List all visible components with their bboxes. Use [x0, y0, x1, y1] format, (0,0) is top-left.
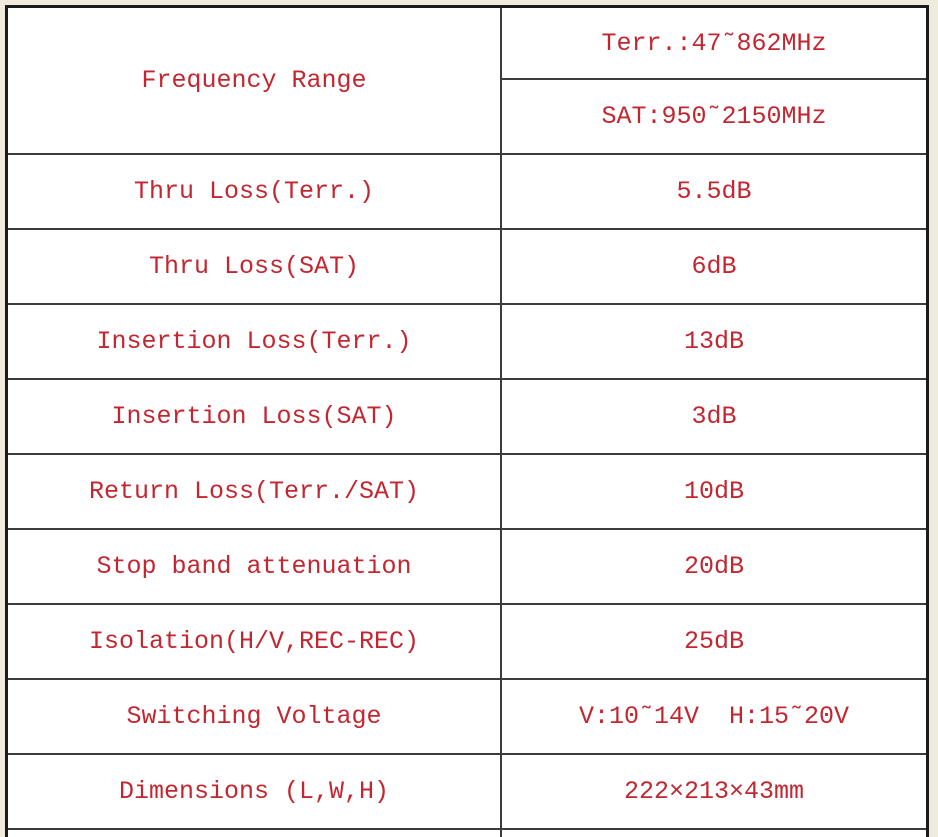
spec-label-cell: Thru Loss(Terr.): [133, 177, 375, 206]
spec-value-cell: 3dB: [500, 380, 926, 453]
spec-value-cell: 6dB: [500, 230, 926, 303]
spec-row-stop-band-attenuation: Stop band attenuation 20dB: [8, 530, 926, 605]
spec-row-insertion-loss-sat: Insertion Loss(SAT) 3dB: [8, 380, 926, 455]
spec-row-return-loss: Return Loss(Terr./SAT) 10dB: [8, 455, 926, 530]
spec-value-cell: 13dB: [500, 305, 926, 378]
spec-value-cell: 10dB: [500, 455, 926, 528]
spec-label-cell-empty: [8, 830, 500, 837]
spec-value-cell: 5.5dB: [500, 155, 926, 228]
spec-value-cell-terrestrial: Terr.:47˜862MHz: [500, 8, 926, 80]
spec-row-partial-cutoff: [8, 830, 926, 837]
spec-label-cell: Switching Voltage: [126, 702, 382, 731]
spec-label-cell: Insertion Loss(SAT): [111, 402, 397, 431]
spec-row-frequency-range: Frequency Range Terr.:47˜862MHz SAT:950˜…: [8, 8, 926, 155]
spec-label-cell: Return Loss(Terr./SAT): [88, 477, 420, 506]
spec-value-cell: 20dB: [500, 530, 926, 603]
spec-row-isolation: Isolation(H/V,REC-REC) 25dB: [8, 605, 926, 680]
spec-table: Frequency Range Terr.:47˜862MHz SAT:950˜…: [5, 5, 929, 837]
spec-label-cell: Thru Loss(SAT): [148, 252, 360, 281]
spec-value-cell: 25dB: [500, 605, 926, 678]
spec-row-dimensions: Dimensions (L,W,H) 222×213×43mm: [8, 755, 926, 830]
spec-label-cell: Dimensions (L,W,H): [118, 777, 390, 806]
spec-value-cell-empty: [500, 830, 926, 837]
spec-row-switching-voltage: Switching Voltage V:10˜14V H:15˜20V: [8, 680, 926, 755]
spec-label-cell: Insertion Loss(Terr.): [96, 327, 412, 356]
spec-value-cell: V:10˜14V H:15˜20V: [500, 680, 926, 753]
spec-row-thru-loss-terr: Thru Loss(Terr.) 5.5dB: [8, 155, 926, 230]
spec-value-cell-satellite: SAT:950˜2150MHz: [500, 80, 926, 153]
spec-label-cell: Frequency Range: [141, 66, 367, 95]
spec-row-insertion-loss-terr: Insertion Loss(Terr.) 13dB: [8, 305, 926, 380]
spec-label-cell: Stop band attenuation: [96, 552, 412, 581]
spec-value-cell: 222×213×43mm: [500, 755, 926, 828]
spec-row-thru-loss-sat: Thru Loss(SAT) 6dB: [8, 230, 926, 305]
spec-label-cell: Isolation(H/V,REC-REC): [88, 627, 420, 656]
